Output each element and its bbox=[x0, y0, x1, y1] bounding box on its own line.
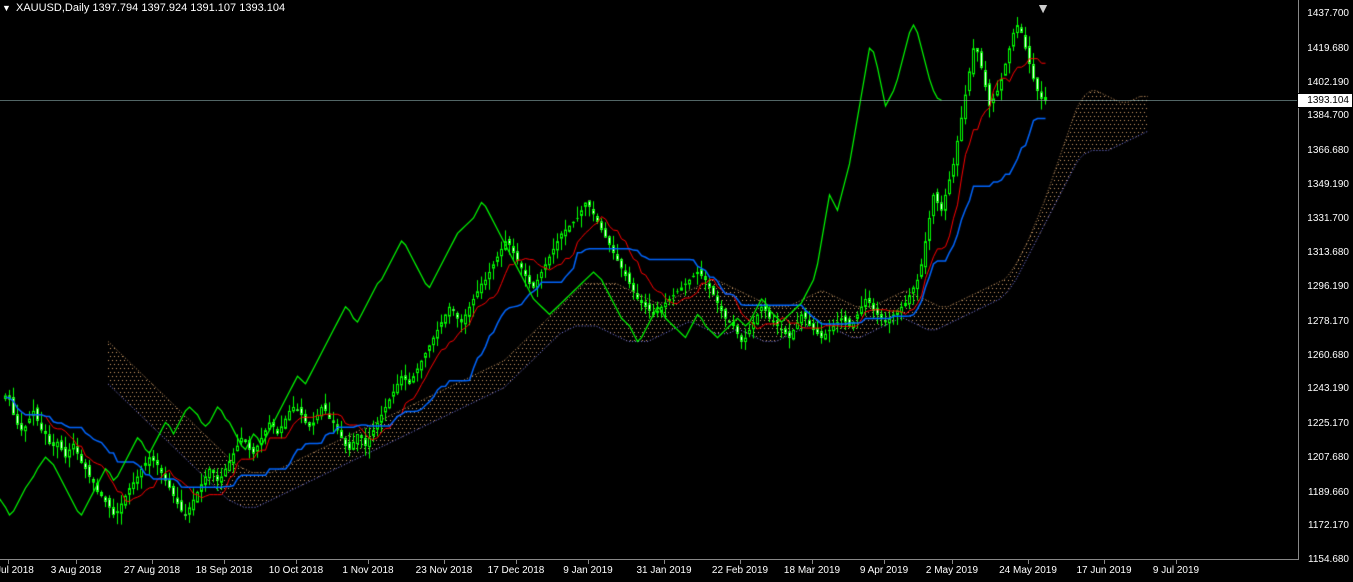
chart-container[interactable]: ▼ ▼ XAUUSD,Daily 1397.794 1397.924 1391.… bbox=[0, 0, 1353, 582]
y-tick-label: 1260.680 bbox=[1301, 350, 1349, 361]
x-tick-label: 3 Aug 2018 bbox=[51, 565, 102, 576]
x-tick-mark bbox=[588, 560, 589, 564]
y-tick-label: 1296.190 bbox=[1301, 281, 1349, 292]
x-tick-mark bbox=[444, 560, 445, 564]
y-tick-label: 1437.700 bbox=[1301, 8, 1349, 19]
chart-header: ▼ XAUUSD,Daily 1397.794 1397.924 1391.10… bbox=[2, 2, 285, 14]
collapse-triangle-icon[interactable]: ▼ bbox=[2, 3, 11, 13]
x-tick-mark bbox=[812, 560, 813, 564]
x-tick-mark bbox=[664, 560, 665, 564]
x-tick-mark bbox=[368, 560, 369, 564]
y-tick-label: 1313.680 bbox=[1301, 247, 1349, 258]
x-tick-label: 12 Jul 2018 bbox=[0, 565, 34, 576]
x-tick-mark bbox=[1028, 560, 1029, 564]
x-tick-label: 18 Sep 2018 bbox=[196, 565, 253, 576]
x-tick-mark bbox=[516, 560, 517, 564]
x-tick-mark bbox=[884, 560, 885, 564]
symbol-label: XAUUSD,Daily bbox=[16, 2, 89, 14]
x-tick-label: 18 Mar 2019 bbox=[784, 565, 840, 576]
current-price-flag: 1393.104 bbox=[1297, 93, 1353, 108]
y-tick-label: 1207.680 bbox=[1301, 452, 1349, 463]
y-tick-label: 1189.660 bbox=[1301, 487, 1349, 498]
y-tick-label: 1154.680 bbox=[1301, 554, 1349, 565]
x-tick-mark bbox=[1176, 560, 1177, 564]
x-tick-mark bbox=[224, 560, 225, 564]
y-tick-label: 1172.170 bbox=[1301, 520, 1349, 531]
x-tick-label: 9 Apr 2019 bbox=[860, 565, 908, 576]
y-tick-label: 1278.170 bbox=[1301, 316, 1349, 327]
y-tick-label: 1331.700 bbox=[1301, 213, 1349, 224]
x-tick-label: 9 Jan 2019 bbox=[563, 565, 613, 576]
y-tick-label: 1366.680 bbox=[1301, 145, 1349, 156]
y-tick-label: 1225.170 bbox=[1301, 418, 1349, 429]
y-axis[interactable]: 1437.700 1419.680 1402.190 1384.700 1366.680… bbox=[1298, 0, 1353, 560]
x-tick-mark bbox=[952, 560, 953, 564]
x-tick-label: 24 May 2019 bbox=[999, 565, 1057, 576]
y-tick-label: 1384.700 bbox=[1301, 110, 1349, 121]
x-tick-label: 23 Nov 2018 bbox=[416, 565, 473, 576]
x-tick-label: 17 Dec 2018 bbox=[488, 565, 545, 576]
ohlc-label: 1397.794 1397.924 1391.107 1393.104 bbox=[92, 2, 285, 14]
x-tick-label: 31 Jan 2019 bbox=[636, 565, 691, 576]
x-tick-label: 27 Aug 2018 bbox=[124, 565, 180, 576]
x-tick-mark bbox=[152, 560, 153, 564]
chart-arrow-marker: ▼ bbox=[1036, 0, 1050, 16]
y-tick-label: 1349.190 bbox=[1301, 179, 1349, 190]
y-tick-label: 1402.190 bbox=[1301, 77, 1349, 88]
y-tick-label: 1243.190 bbox=[1301, 383, 1349, 394]
x-tick-label: 22 Feb 2019 bbox=[712, 565, 768, 576]
x-tick-mark bbox=[740, 560, 741, 564]
x-tick-label: 1 Nov 2018 bbox=[342, 565, 393, 576]
current-price-line bbox=[0, 100, 1299, 101]
x-tick-mark bbox=[296, 560, 297, 564]
x-tick-label: 17 Jun 2019 bbox=[1076, 565, 1131, 576]
x-tick-label: 9 Jul 2019 bbox=[1153, 565, 1199, 576]
x-tick-label: 2 May 2019 bbox=[926, 565, 978, 576]
x-tick-mark bbox=[8, 560, 9, 564]
x-tick-mark bbox=[1104, 560, 1105, 564]
y-tick-label: 1419.680 bbox=[1301, 43, 1349, 54]
x-axis[interactable]: 12 Jul 2018 3 Aug 2018 27 Aug 2018 18 Sep 2… bbox=[0, 559, 1299, 582]
x-tick-mark bbox=[76, 560, 77, 564]
x-tick-label: 10 Oct 2018 bbox=[269, 565, 323, 576]
price-chart-canvas[interactable] bbox=[0, 0, 1299, 560]
